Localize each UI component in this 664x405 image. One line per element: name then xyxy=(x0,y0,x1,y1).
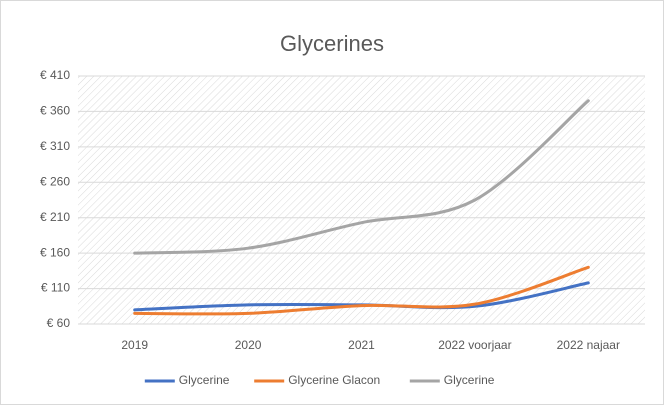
x-tick-label: 2020 xyxy=(235,338,262,352)
series-line xyxy=(133,265,590,316)
plot-area xyxy=(78,76,645,324)
y-tick-label: € 110 xyxy=(41,281,70,295)
x-tick-label: 2021 xyxy=(348,338,375,352)
y-tick-label: € 360 xyxy=(40,104,70,118)
series-line xyxy=(133,99,590,255)
y-tick-label: € 160 xyxy=(40,245,70,259)
y-tick-label: € 260 xyxy=(40,174,70,188)
legend-label: Glycerine Glacon xyxy=(288,373,380,387)
legend-label: Glycerine xyxy=(179,373,230,387)
y-tick-label: € 210 xyxy=(40,210,70,224)
x-tick-label: 2019 xyxy=(121,338,148,352)
y-tick-label: € 310 xyxy=(40,139,70,153)
y-tick-label: € 410 xyxy=(40,68,70,82)
x-tick-label: 2022 najaar xyxy=(557,338,620,352)
y-tick-label: € 60 xyxy=(47,316,71,330)
chart-title: Glycerines xyxy=(280,31,384,56)
legend-label: Glycerine xyxy=(444,373,495,387)
x-tick-label: 2022 voorjaar xyxy=(438,338,511,352)
